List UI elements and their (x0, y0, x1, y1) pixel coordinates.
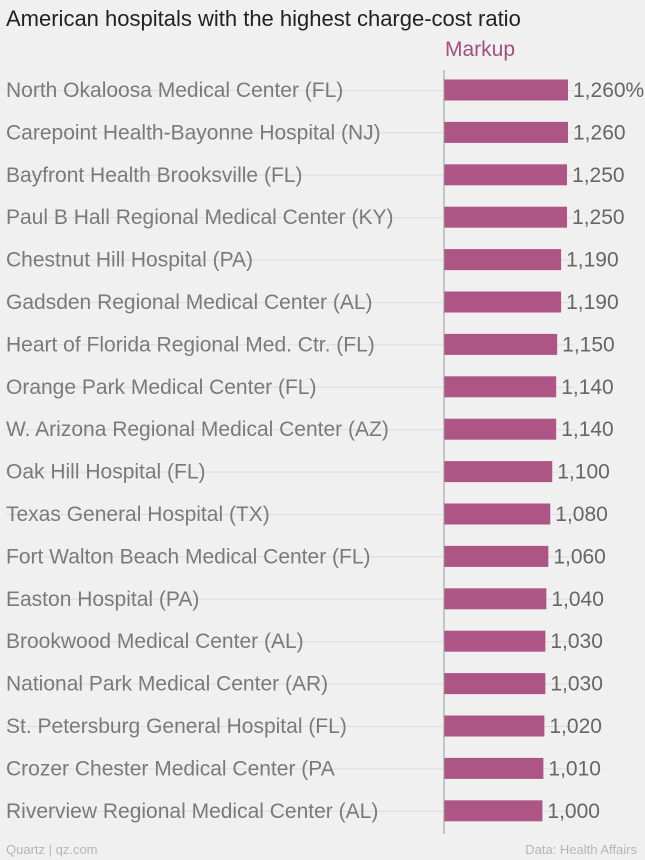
category-label: National Park Medical Center (AR) (6, 673, 328, 696)
value-label: 1,030 (550, 630, 603, 653)
value-label: 1,100 (557, 461, 610, 484)
bar (444, 376, 557, 398)
category-label: Crozer Chester Medical Center (PA (6, 757, 335, 780)
value-label: 1,150 (562, 333, 615, 356)
bar (444, 800, 543, 822)
value-label: 1,010 (548, 757, 601, 780)
category-label: Orange Park Medical Center (FL) (6, 376, 316, 399)
value-label: 1,260 (573, 121, 626, 144)
bar (444, 418, 557, 440)
value-label: 1,260% (573, 79, 644, 102)
value-label: 1,190 (566, 291, 619, 314)
data-source: Data: Health Affairs (525, 842, 637, 857)
bar (444, 715, 545, 737)
bar (444, 630, 546, 652)
value-label: 1,000 (547, 800, 600, 823)
bar (444, 588, 547, 610)
category-label: Gadsden Regional Medical Center (AL) (6, 291, 373, 314)
bar (444, 461, 553, 483)
bar (444, 503, 551, 525)
category-label: W. Arizona Regional Medical Center (AZ) (6, 418, 389, 441)
series-label: Markup (445, 38, 516, 61)
category-label: Carepoint Health-Bayonne Hospital (NJ) (6, 121, 381, 144)
bar (444, 164, 568, 186)
category-label: Oak Hill Hospital (FL) (6, 461, 206, 484)
category-label: Paul B Hall Regional Medical Center (KY) (6, 206, 394, 229)
value-label: 1,140 (561, 418, 614, 441)
bar (444, 249, 562, 271)
bar (444, 79, 568, 101)
category-label: Bayfront Health Brooksville (FL) (6, 164, 302, 187)
bar (444, 673, 546, 695)
value-label: 1,060 (553, 545, 606, 568)
category-label: Brookwood Medical Center (AL) (6, 630, 304, 653)
bar (444, 545, 549, 567)
category-label: Texas General Hospital (TX) (6, 503, 270, 526)
chart-title: American hospitals with the highest char… (6, 6, 521, 31)
category-label: North Okaloosa Medical Center (FL) (6, 79, 343, 102)
bar (444, 757, 544, 779)
value-label: 1,080 (555, 503, 608, 526)
value-label: 1,020 (549, 715, 602, 738)
value-label: 1,250 (572, 164, 625, 187)
category-label: Riverview Regional Medical Center (AL) (6, 800, 378, 823)
category-label: St. Petersburg General Hospital (FL) (6, 715, 347, 738)
bar (444, 333, 558, 355)
value-label: 1,250 (572, 206, 625, 229)
bar (444, 291, 562, 313)
bar (444, 206, 568, 228)
bar (444, 121, 568, 143)
value-label: 1,140 (561, 376, 614, 399)
value-label: 1,040 (551, 588, 604, 611)
category-label: Fort Walton Beach Medical Center (FL) (6, 545, 371, 568)
value-label: 1,030 (550, 673, 603, 696)
value-label: 1,190 (566, 249, 619, 272)
source-credit: Quartz | qz.com (6, 842, 98, 857)
category-label: Easton Hospital (PA) (6, 588, 199, 611)
category-label: Heart of Florida Regional Med. Ctr. (FL) (6, 333, 375, 356)
category-label: Chestnut Hill Hospital (PA) (6, 249, 253, 272)
